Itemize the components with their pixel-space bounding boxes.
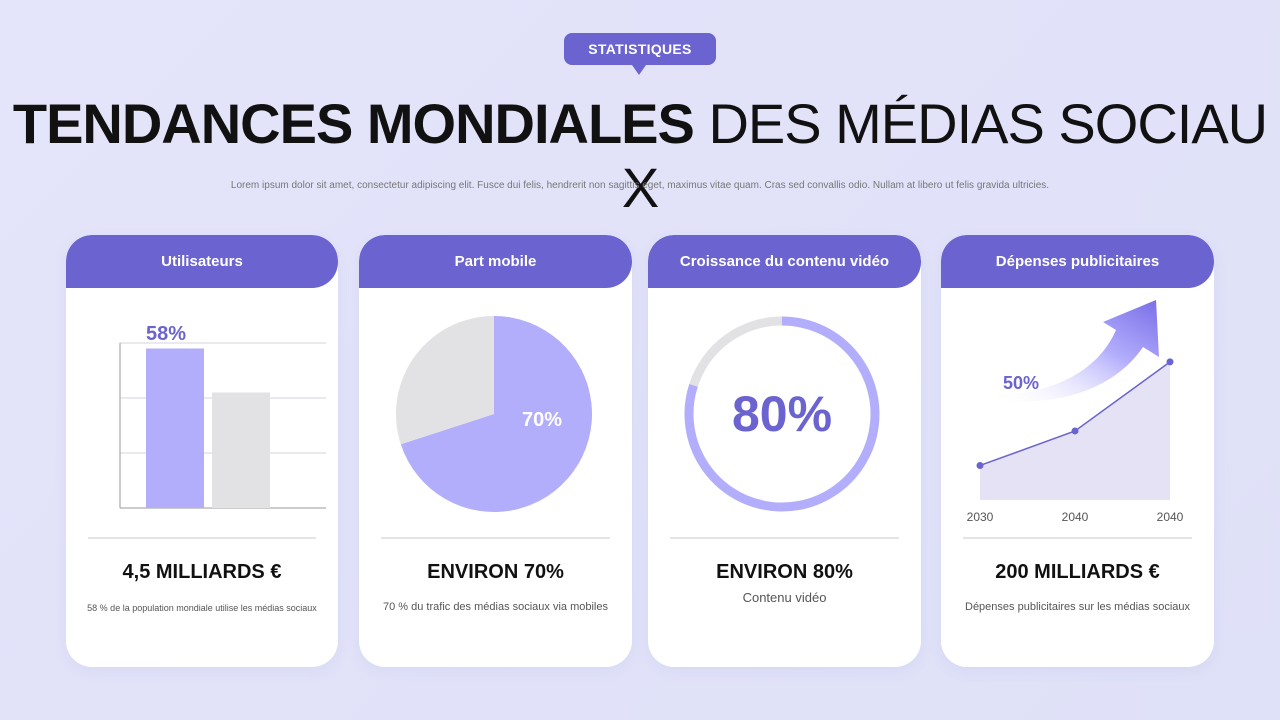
card-header: Croissance du contenu vidéo	[648, 235, 921, 288]
card-header: Part mobile	[359, 235, 632, 288]
donut-center-label: 80%	[732, 386, 832, 442]
x-tick-label: 2040	[1062, 510, 1089, 524]
x-tick-label: 2040	[1157, 510, 1184, 524]
card-value: 200 MILLIARDS €	[995, 561, 1160, 583]
x-tick-label: 2030	[967, 510, 994, 524]
divider	[963, 537, 1192, 539]
card-value: ENVIRON 80%	[716, 561, 853, 583]
card-header: Dépenses publicitaires	[941, 235, 1214, 288]
card-description: 70 % du trafic des médias sociaux via mo…	[383, 601, 608, 613]
donut-segment	[689, 316, 783, 387]
donut-chart: 80%	[684, 316, 880, 512]
card-description: Contenu vidéo	[742, 590, 827, 605]
card-video: Croissance du contenu vidéo 80% ENVIRON …	[648, 235, 921, 667]
page-title: TENDANCES MONDIALES DES MÉDIAS SOCIAUX	[10, 92, 1270, 220]
data-point	[1071, 427, 1079, 435]
title-bold: TENDANCES MONDIALES	[12, 92, 695, 155]
card-users: Utilisateurs 58% 4,5 MILLIARDS € 58 % de…	[66, 235, 338, 667]
card-ads: Dépenses publicitaires 2030 2040 2040 50% 2…	[941, 235, 1214, 667]
area-chart: 2030 2040 2040 50%	[967, 300, 1184, 524]
card-value: ENVIRON 70%	[427, 561, 564, 583]
title-light: DES MÉDIAS SOCIAUX	[621, 92, 1268, 219]
divider	[670, 537, 899, 539]
bar	[212, 392, 270, 508]
pie-chart: 70%	[396, 316, 592, 512]
page-subtitle: Lorem ipsum dolor sit amet, consectetur …	[230, 180, 1050, 191]
donut-segment	[684, 316, 880, 512]
card-description: 58 % de la population mondiale utilise l…	[87, 603, 317, 613]
pie-slice	[400, 316, 592, 512]
growth-label: 50%	[1003, 373, 1039, 393]
bar-chart: 58%	[119, 323, 326, 509]
card-description: Dépenses publicitaires sur les médias so…	[965, 601, 1190, 613]
pie-data-label: 70%	[522, 409, 562, 431]
data-point	[976, 461, 984, 469]
data-point	[1166, 358, 1174, 366]
divider	[381, 537, 610, 539]
card-mobile: Part mobile 70% ENVIRON 70% 70 % du traf…	[359, 235, 632, 667]
growth-arrow-icon	[991, 300, 1159, 402]
section-badge: STATISTIQUES	[564, 33, 716, 75]
bar	[146, 348, 204, 508]
card-value: 4,5 MILLIARDS €	[122, 561, 282, 583]
pie-slice	[396, 316, 494, 445]
divider	[88, 537, 316, 539]
card-header: Utilisateurs	[66, 235, 338, 288]
bar-data-label: 58%	[146, 323, 186, 345]
